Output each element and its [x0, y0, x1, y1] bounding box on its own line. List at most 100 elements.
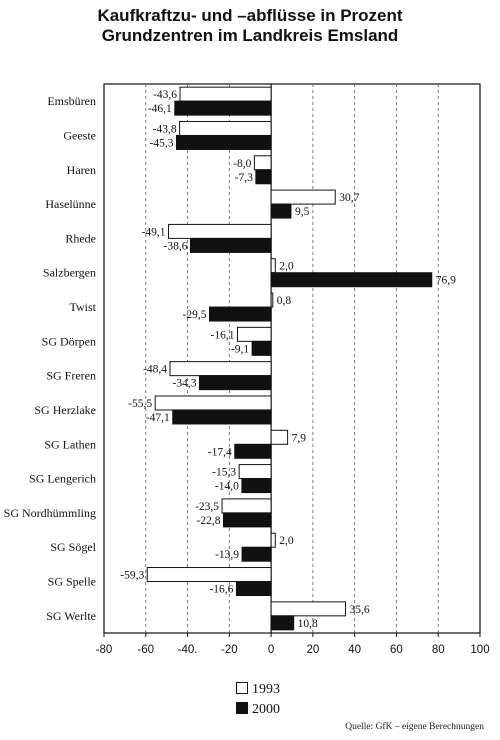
category-label: SG Sögel — [50, 540, 96, 554]
category-label: SG Spelle — [48, 575, 96, 589]
x-tick-label: 100 — [470, 644, 489, 656]
x-tick-label: -80 — [96, 644, 113, 656]
bar-2000 — [174, 100, 272, 116]
category-label: Twist — [70, 300, 97, 314]
bar-2000 — [234, 443, 272, 459]
legend-label-1993: 1993 — [252, 682, 280, 697]
bar-2000 — [172, 409, 272, 425]
data-label-1993: -43,8 — [153, 123, 177, 135]
data-label-1993: 30,7 — [339, 192, 359, 204]
data-label-1993: -49,1 — [142, 226, 166, 238]
data-label-2000: -13,9 — [215, 549, 239, 561]
bar-1993 — [154, 395, 272, 411]
data-label-1993: -55,5 — [128, 398, 152, 410]
bar-1993 — [270, 532, 276, 548]
data-label-1993: -8,0 — [233, 158, 251, 170]
bar-1993 — [270, 258, 276, 274]
bar-2000 — [270, 615, 295, 631]
category-label: SG Nordhümmling — [4, 506, 96, 520]
x-tick-label: -40. — [178, 644, 198, 656]
bar-1993 — [146, 567, 272, 583]
data-label-1993: 2,0 — [279, 535, 294, 547]
bar-2000 — [198, 375, 272, 391]
bar-2000 — [241, 478, 272, 494]
category-label: Emsbüren — [47, 94, 96, 108]
chart-title: Kaufkraftzu- und –abflüsse in Prozent — [97, 6, 403, 25]
category-label: Salzbergen — [43, 266, 96, 280]
category-label: Haren — [67, 163, 96, 177]
bar-1993 — [168, 223, 272, 239]
data-label-2000: -29,5 — [183, 309, 207, 321]
chart-subtitle: Grundzentren im Landkreis Emsland — [101, 26, 399, 45]
bar-2000 — [270, 272, 433, 288]
data-label-2000: -14,0 — [215, 481, 239, 493]
data-label-1993: -15,3 — [212, 467, 236, 479]
bar-2000 — [222, 512, 272, 528]
bar-2000 — [251, 340, 272, 356]
bar-1993 — [236, 326, 272, 342]
bar-1993 — [270, 429, 289, 445]
data-label-2000: -46,1 — [148, 103, 172, 115]
data-label-1993: 2,0 — [279, 261, 294, 273]
bar-1993 — [221, 498, 272, 514]
x-tick-label: 0 — [268, 644, 274, 656]
data-label-2000: 76,9 — [436, 275, 456, 287]
bar-2000 — [255, 169, 272, 185]
source-note: Quelle: GfK – eigene Berechnungen — [345, 722, 484, 732]
bar-1993 — [179, 120, 272, 136]
category-label: SG Freren — [46, 369, 96, 383]
data-label-2000: -22,8 — [197, 515, 221, 527]
data-label-1993: -23,5 — [195, 501, 219, 513]
x-tick-label: -60 — [137, 644, 154, 656]
bar-2000 — [189, 237, 272, 253]
category-label: SG Dörpen — [42, 334, 96, 348]
plot-area — [103, 83, 481, 634]
data-label-2000: 10,8 — [298, 618, 318, 630]
category-label: Haselünne — [45, 197, 96, 211]
legend-item-1993: 1993 — [236, 682, 280, 698]
data-label-1993: -43,6 — [153, 89, 177, 101]
bar-1993 — [270, 601, 346, 617]
data-label-2000: 9,5 — [295, 206, 310, 218]
category-label: Geeste — [63, 128, 96, 142]
legend-swatch-2000 — [236, 702, 248, 714]
bar-2000 — [208, 306, 272, 322]
bar-2000 — [270, 203, 292, 219]
data-label-2000: -17,4 — [208, 446, 232, 458]
data-label-2000: -9,1 — [231, 343, 249, 355]
data-label-2000: -38,6 — [164, 240, 188, 252]
data-label-1993: 35,6 — [349, 604, 369, 616]
legend-label-2000: 2000 — [252, 702, 280, 717]
data-label-1993: -59,3 — [120, 570, 144, 582]
data-label-1993: -16,1 — [211, 329, 235, 341]
bar-2000 — [241, 546, 272, 562]
bar-1993 — [253, 155, 272, 171]
bar-1993 — [169, 361, 272, 377]
category-label: SG Werlte — [46, 609, 96, 623]
data-label-2000: -45,3 — [150, 137, 174, 149]
data-label-2000: -7,3 — [235, 172, 253, 184]
bar-1993 — [238, 464, 272, 480]
data-label-1993: -48,4 — [143, 364, 167, 376]
category-label: SG Lathen — [44, 437, 96, 451]
data-label-1993: 7,9 — [292, 432, 307, 444]
x-tick-label: 80 — [432, 644, 445, 656]
x-tick-label: -20 — [221, 644, 238, 656]
bar-1993 — [270, 189, 336, 205]
bar-1993 — [179, 86, 272, 102]
category-label: SG Lengerich — [29, 472, 96, 486]
bar-2000 — [235, 581, 272, 597]
x-tick-label: 20 — [306, 644, 319, 656]
category-label: SG Herzlake — [34, 403, 96, 417]
legend-item-2000: 2000 — [236, 702, 280, 718]
data-label-2000: -34,3 — [172, 378, 196, 390]
legend-swatch-1993 — [236, 682, 248, 694]
bar-1993 — [270, 292, 274, 308]
category-label: Rhede — [65, 231, 96, 245]
data-label-1993: 0,8 — [277, 295, 292, 307]
x-tick-label: 60 — [390, 644, 403, 656]
data-label-2000: -47,1 — [146, 412, 170, 424]
x-tick-label: 40 — [348, 644, 361, 656]
bar-2000 — [175, 134, 272, 150]
